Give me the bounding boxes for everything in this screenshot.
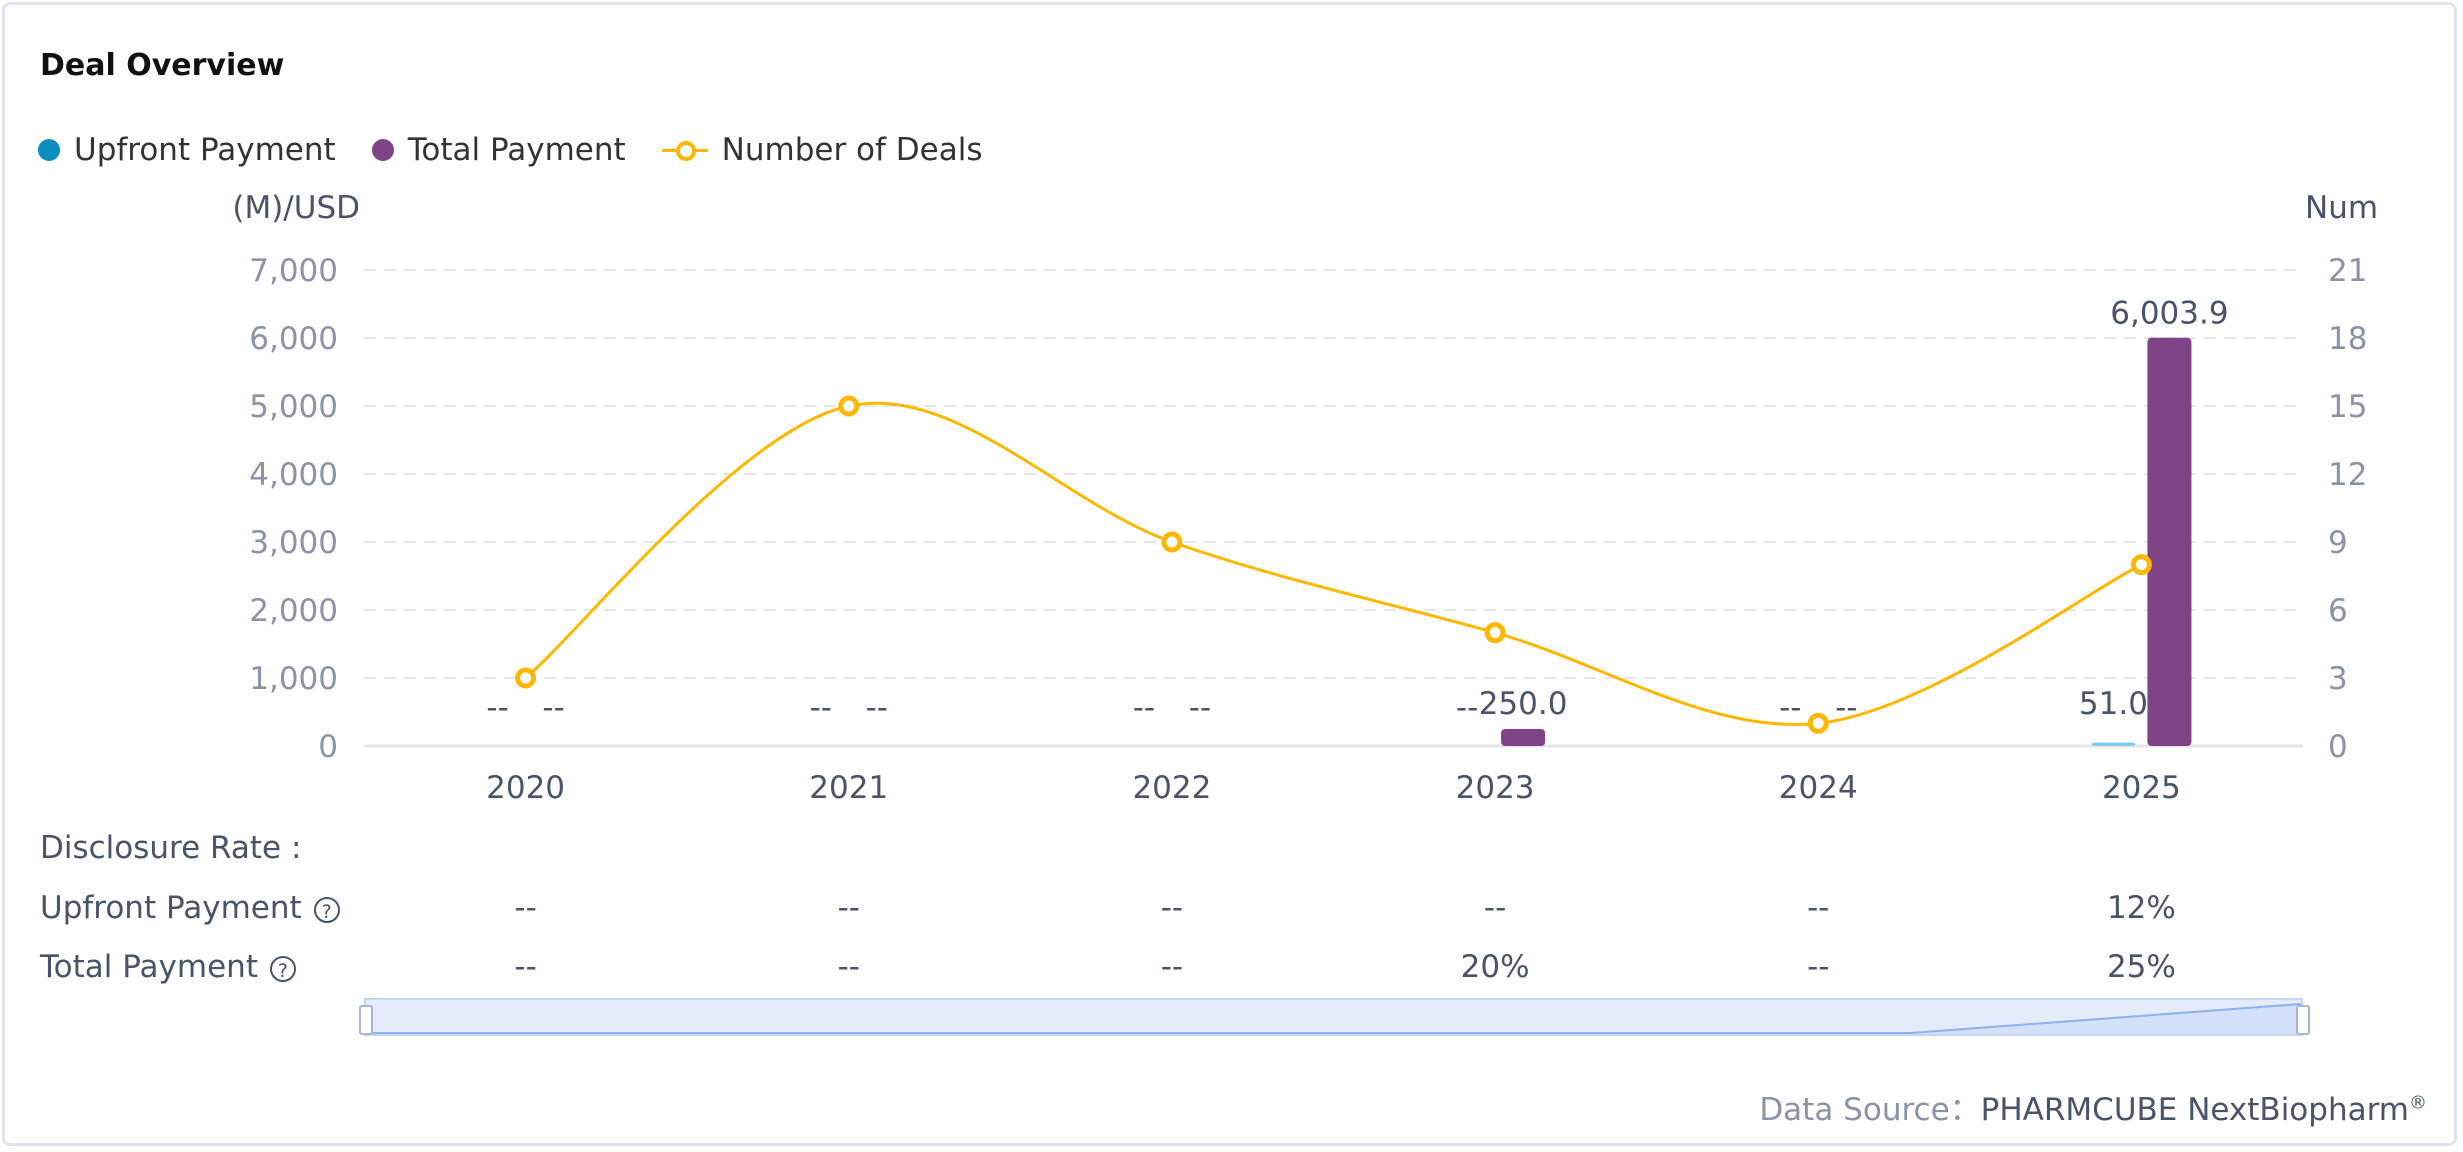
bar-value-label: --: [1456, 690, 1478, 726]
slider-handle-left[interactable]: [359, 1005, 373, 1035]
disclosure-rate-cell: --: [1160, 949, 1184, 985]
left-tick-label: 2,000: [249, 593, 338, 629]
right-axis-title: Num: [2305, 190, 2378, 226]
disclosure-rate-cell: --: [1160, 890, 1184, 926]
disclosure-rate-cell: 20%: [1460, 949, 1530, 985]
legend-total-payment[interactable]: Total Payment: [371, 132, 626, 168]
bar-value-label: --: [542, 690, 564, 726]
left-tick-label: 0: [318, 729, 338, 765]
legend-line-icon: [661, 139, 708, 161]
deals-point: [838, 395, 860, 417]
x-tick-label: 2020: [486, 770, 565, 806]
slider-handle-right[interactable]: [2296, 1005, 2310, 1035]
legend-label: Upfront Payment: [74, 132, 336, 168]
left-tick-label: 3,000: [249, 525, 338, 561]
card-title: Deal Overview: [40, 48, 285, 83]
bar-value-label: --: [810, 690, 832, 726]
slider-preview-line: [366, 1003, 2301, 1034]
disclosure-row-label-total: Total Payment?: [40, 949, 296, 985]
data-zoom-slider[interactable]: [364, 998, 2303, 1036]
x-tick-label: 2021: [809, 770, 888, 806]
right-tick-label: 18: [2328, 321, 2367, 357]
right-tick-label: 6: [2328, 593, 2348, 629]
source-prefix: Data Source：: [1759, 1092, 1981, 1128]
bar-value-label: --: [1189, 690, 1211, 726]
right-tick-label: 3: [2328, 661, 2348, 697]
disclosure-rate-cell: --: [514, 890, 537, 926]
right-tick-label: 15: [2328, 389, 2367, 425]
legend-number-of-deals[interactable]: Number of Deals: [661, 132, 983, 168]
bar-value-label: --: [866, 690, 888, 726]
x-tick-label: 2022: [1132, 770, 1211, 806]
disclosure-rate-cell: --: [514, 949, 537, 985]
deals-line: [524, 401, 2143, 726]
disclosure-rate-cell: 12%: [2106, 890, 2176, 926]
bar-total: [1501, 729, 1546, 746]
bar-upfront: [2091, 742, 2136, 746]
disclosure-rate-cell: --: [837, 949, 860, 985]
disclosure-rate-cell: --: [1807, 949, 1830, 985]
left-tick-label: 4,000: [249, 457, 338, 493]
disclosure-rate-cell: 25%: [2106, 949, 2176, 985]
x-tick-label: 2023: [1456, 770, 1535, 806]
disclosure-rate-cell: --: [1807, 890, 1830, 926]
deals-point: [2130, 554, 2152, 576]
disclosure-heading: Disclosure Rate :: [40, 830, 302, 866]
left-tick-label: 5,000: [249, 389, 338, 425]
left-tick-label: 7,000: [249, 253, 338, 289]
row-label: Upfront Payment: [40, 890, 302, 926]
help-icon[interactable]: ?: [269, 955, 296, 982]
right-tick-label: 9: [2328, 525, 2348, 561]
bar-total: [2147, 337, 2192, 746]
chart-legend: Upfront Payment Total Payment Number of …: [38, 132, 1018, 168]
right-tick-label: 0: [2328, 729, 2348, 765]
x-tick-label: 2024: [1779, 770, 1858, 806]
legend-dot-icon: [38, 139, 60, 161]
legend-label: Number of Deals: [721, 132, 983, 168]
source-name: PHARMCUBE NextBiopharm: [1980, 1092, 2409, 1128]
registered-mark: ®: [2409, 1092, 2427, 1114]
left-tick-label: 6,000: [249, 321, 338, 357]
bar-value-label: --: [1779, 690, 1801, 726]
deals-point: [1484, 622, 1506, 644]
legend-label: Total Payment: [407, 132, 626, 168]
x-tick-label: 2025: [2102, 770, 2181, 806]
disclosure-row-label-upfront: Upfront Payment?: [40, 890, 340, 926]
disclosure-rate-cell: --: [837, 890, 860, 926]
right-tick-label: 12: [2328, 457, 2367, 493]
deals-point: [1807, 712, 1829, 734]
help-icon[interactable]: ?: [313, 896, 340, 923]
bar-value-label: 51.0: [2079, 686, 2148, 722]
legend-upfront-payment[interactable]: Upfront Payment: [38, 132, 336, 168]
deals-point: [515, 667, 537, 689]
right-tick-label: 21: [2328, 253, 2367, 289]
legend-dot-icon: [371, 139, 394, 161]
bar-value-label: --: [1835, 690, 1857, 726]
bar-value-label: --: [1133, 690, 1155, 726]
left-tick-label: 1,000: [249, 661, 338, 697]
data-source: Data Source：PHARMCUBE NextBiopharm®: [1759, 1084, 2427, 1129]
disclosure-rate-cell: --: [1483, 890, 1507, 926]
left-axis-title: (M)/USD: [232, 190, 360, 226]
bar-value-label: 250.0: [1479, 686, 1568, 722]
bar-value-label: 6,003.9: [2110, 296, 2228, 332]
row-label: Total Payment: [40, 949, 258, 985]
bar-value-label: --: [486, 690, 508, 726]
deals-point: [1161, 531, 1183, 553]
